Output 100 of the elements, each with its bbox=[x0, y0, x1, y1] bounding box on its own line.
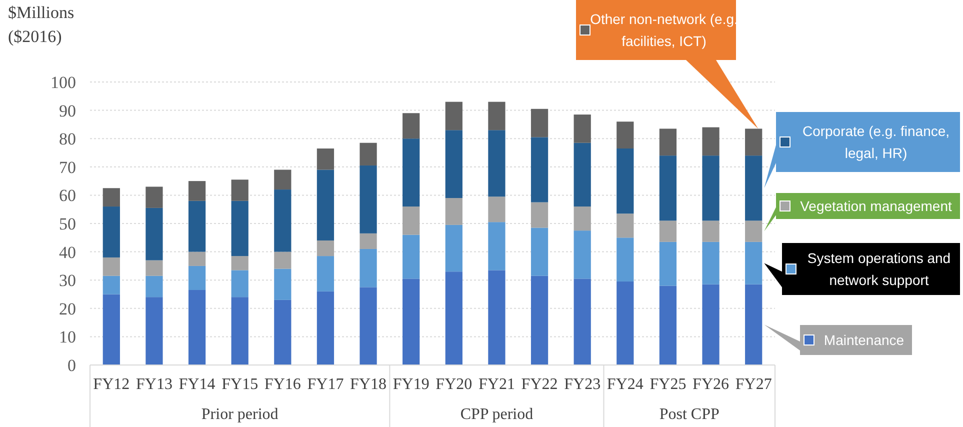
bar bbox=[146, 186, 163, 208]
bar bbox=[574, 142, 591, 207]
bar bbox=[488, 222, 506, 270]
bar bbox=[659, 128, 677, 156]
bar bbox=[188, 181, 206, 201]
legend-label: Maintenance bbox=[824, 332, 904, 348]
x-tick-label: FY16 bbox=[264, 376, 301, 393]
bar bbox=[702, 127, 720, 156]
y-tick-label: 50 bbox=[59, 214, 76, 234]
text: Prior period bbox=[201, 406, 278, 423]
bar bbox=[231, 200, 248, 256]
bar bbox=[360, 142, 377, 166]
y-tick-label: 80 bbox=[59, 130, 76, 149]
bar bbox=[402, 234, 420, 279]
bar bbox=[574, 206, 591, 231]
bar bbox=[146, 276, 163, 298]
bar bbox=[616, 148, 634, 214]
bar bbox=[102, 276, 120, 294]
bar bbox=[146, 297, 163, 365]
bar bbox=[659, 242, 677, 286]
y-tick-label: 60 bbox=[59, 186, 76, 206]
bar bbox=[702, 284, 720, 365]
bar bbox=[445, 130, 462, 198]
bar bbox=[445, 272, 462, 365]
bar bbox=[530, 202, 548, 228]
x-tick-label: FY14 bbox=[178, 376, 216, 393]
bar bbox=[316, 291, 334, 365]
bar bbox=[402, 278, 420, 365]
bar bbox=[188, 252, 206, 266]
y-tick-label: 70 bbox=[59, 158, 76, 177]
bar bbox=[445, 198, 462, 225]
bar bbox=[360, 233, 377, 249]
y-axis-title: $Millions ($2016) bbox=[8, 3, 74, 46]
x-tick-label: FY18 bbox=[350, 376, 387, 393]
bar bbox=[616, 282, 634, 365]
bar bbox=[616, 122, 634, 149]
bar bbox=[102, 206, 120, 258]
bar bbox=[188, 200, 206, 252]
x-tick-label: FY17 bbox=[307, 376, 344, 393]
bar bbox=[445, 102, 462, 130]
bar bbox=[102, 257, 120, 276]
bar bbox=[231, 180, 248, 201]
bar bbox=[316, 148, 334, 170]
x-tick-label: FY20 bbox=[436, 376, 472, 393]
legend-label: Corporate (e.g. finance, legal, HR) bbox=[802, 122, 950, 161]
text: CPP period bbox=[460, 406, 534, 423]
legend-label: Other non-network (e.g. facilities, ICT) bbox=[590, 10, 738, 49]
y-tick-label: 20 bbox=[59, 299, 76, 318]
x-tick-label: FY19 bbox=[392, 376, 430, 393]
x-tick-label: FY25 bbox=[650, 376, 686, 393]
bar bbox=[360, 287, 377, 365]
bar bbox=[316, 170, 334, 240]
bar bbox=[702, 156, 720, 221]
y-tick-label: 100 bbox=[50, 72, 76, 92]
bar bbox=[702, 242, 720, 284]
y-tick-label: 40 bbox=[59, 242, 76, 262]
bar bbox=[745, 284, 762, 365]
bar bbox=[274, 190, 292, 252]
legend-label: System operations and network support bbox=[807, 250, 951, 288]
y-tick-label: 10 bbox=[59, 328, 76, 347]
bar bbox=[530, 108, 548, 138]
bar bbox=[488, 130, 506, 197]
bar bbox=[402, 138, 420, 207]
x-tick-label: FY13 bbox=[136, 376, 172, 393]
x-tick-label: FY23 bbox=[564, 376, 601, 393]
x-tick-label: FY24 bbox=[606, 376, 644, 393]
bar bbox=[402, 113, 420, 139]
bar bbox=[402, 206, 420, 235]
bar bbox=[659, 286, 677, 365]
legend-label: Vegetation management bbox=[800, 198, 952, 214]
bar bbox=[745, 242, 762, 284]
bar bbox=[530, 276, 548, 365]
x-tick-label: FY12 bbox=[93, 376, 130, 393]
bar bbox=[231, 256, 248, 270]
bar bbox=[316, 256, 334, 292]
bar bbox=[574, 114, 591, 143]
x-tick-label: FY21 bbox=[478, 376, 515, 393]
bar bbox=[274, 300, 292, 365]
bar bbox=[745, 156, 762, 221]
bar bbox=[659, 220, 677, 242]
bar bbox=[445, 224, 462, 272]
x-tick-label: FY27 bbox=[735, 376, 772, 393]
y-tick-label: 90 bbox=[59, 101, 76, 120]
bar bbox=[488, 270, 506, 365]
bar bbox=[274, 170, 292, 190]
bar bbox=[146, 260, 163, 276]
bar bbox=[146, 208, 163, 260]
bar bbox=[574, 278, 591, 365]
bar bbox=[188, 290, 206, 365]
bar bbox=[745, 128, 762, 156]
bar bbox=[659, 156, 677, 221]
x-tick-label: FY15 bbox=[222, 376, 258, 393]
bar bbox=[360, 248, 377, 288]
x-tick-label: FY22 bbox=[521, 376, 558, 393]
bar bbox=[360, 165, 377, 234]
bar bbox=[102, 294, 120, 365]
bar bbox=[316, 240, 334, 256]
bar bbox=[530, 228, 548, 276]
bar bbox=[274, 252, 292, 269]
bar bbox=[188, 266, 206, 290]
